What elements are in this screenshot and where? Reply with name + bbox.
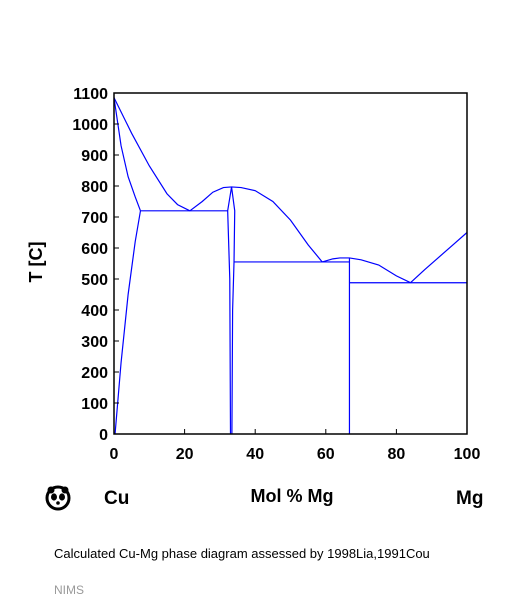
- x-axis: 0 20 40 60 80 100: [110, 429, 481, 463]
- y-tick-label: 1100: [73, 86, 108, 103]
- y-tick-label: 1000: [72, 117, 108, 134]
- phase-diagram-chart: 0 100 200 300 400 500 600 700 800 900 1000 1100 0 20…: [26, 86, 481, 506]
- phase-boundary-7: [322, 257, 411, 284]
- phase-boundaries: [113, 97, 468, 435]
- x-tick-label: 100: [454, 446, 481, 463]
- x-tick-label: 20: [176, 446, 194, 463]
- y-tick-label: 200: [81, 365, 108, 382]
- y-tick-label: 700: [81, 210, 108, 227]
- plot-frame: [113, 92, 468, 435]
- y-tick-label: 800: [81, 179, 108, 196]
- phase-boundary-5: [227, 186, 233, 435]
- phase-boundary-4: [189, 186, 323, 263]
- y-tick-label: 600: [81, 241, 108, 258]
- x-tick-label: 80: [388, 446, 406, 463]
- y-tick-label: 0: [99, 427, 108, 444]
- right-element-label: Mg: [456, 488, 484, 509]
- y-tick-label: 100: [81, 396, 108, 413]
- x-tick-label: 0: [110, 446, 119, 463]
- phase-boundary-1: [113, 97, 191, 212]
- x-tick-label: 40: [246, 446, 264, 463]
- left-element-label: Cu: [104, 488, 130, 509]
- figure-caption: Calculated Cu-Mg phase diagram assessed …: [54, 546, 430, 561]
- y-tick-label: 400: [81, 303, 108, 320]
- phase-boundary-8: [410, 232, 468, 284]
- phase-boundary-3: [114, 210, 142, 435]
- phase-boundary-6: [230, 186, 236, 435]
- y-tick-label: 900: [81, 148, 108, 165]
- source-credit: NIMS: [54, 583, 84, 597]
- panda-logo-icon: [45, 485, 71, 511]
- y-tick-label: 300: [81, 334, 108, 351]
- y-axis: 0 100 200 300 400 500 600 700 800 900 1000 1100: [72, 86, 119, 444]
- x-tick-label: 60: [317, 446, 335, 463]
- y-axis-title: T [C]: [26, 242, 46, 283]
- phase-boundary-2: [113, 97, 142, 212]
- y-tick-label: 500: [81, 272, 108, 289]
- x-axis-title: Mol % Mg: [251, 486, 334, 506]
